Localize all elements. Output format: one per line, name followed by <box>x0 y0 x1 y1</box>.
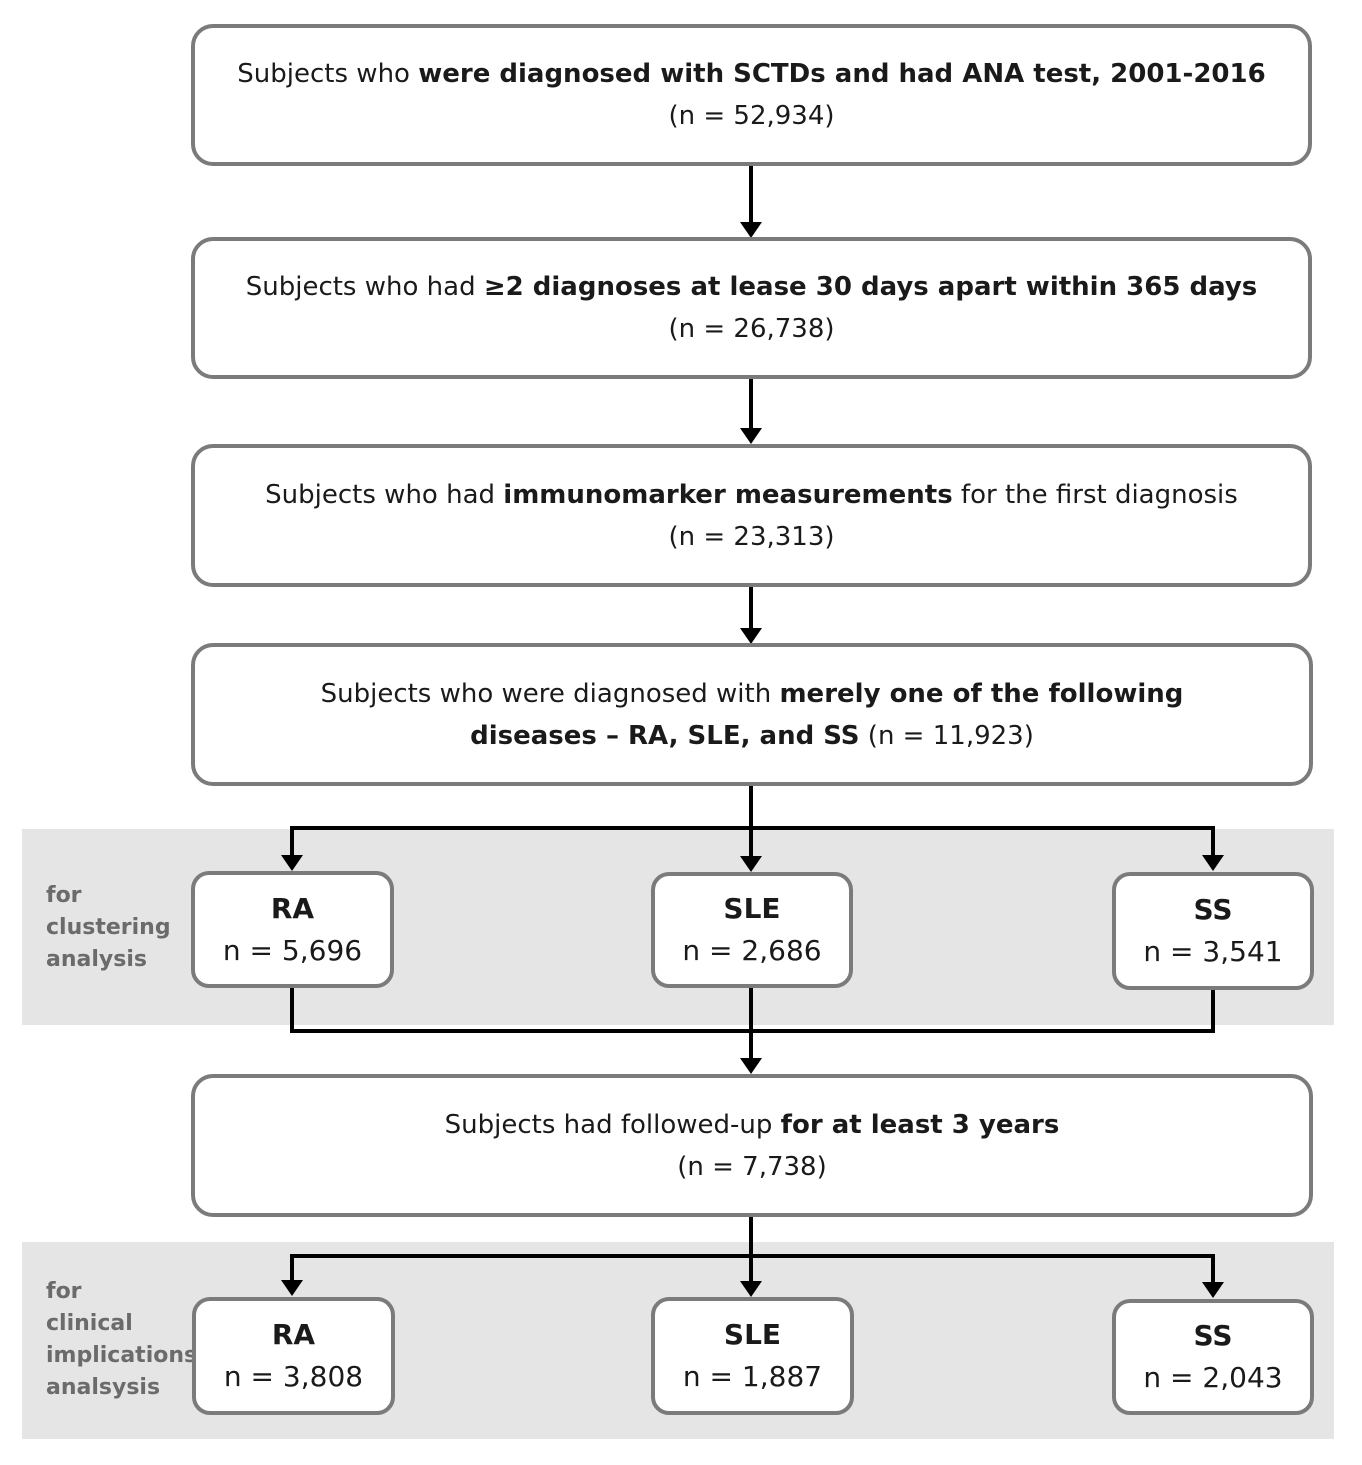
step-4-line-2: diseases – RA, SLE, and SS (n = 11,923) <box>470 720 1034 751</box>
clustering-group-ss: SS n = 3,541 <box>1112 872 1314 990</box>
group-name: SLE <box>723 892 781 925</box>
step-2-text: Subjects who had ≥2 diagnoses at lease 3… <box>245 272 1258 302</box>
step-box-2: Subjects who had ≥2 diagnoses at lease 3… <box>191 237 1312 379</box>
group-count: n = 3,541 <box>1143 935 1283 968</box>
step-3-text: Subjects who had immunomarker measuremen… <box>265 479 1238 510</box>
step-4-line-1: Subjects who were diagnosed with merely … <box>320 678 1184 709</box>
group-count: n = 1,887 <box>682 1360 823 1393</box>
group-name: SLE <box>723 1318 782 1351</box>
clustering-group-ra: RA n = 5,696 <box>191 871 394 988</box>
clustering-group-sle: SLE n = 2,686 <box>651 872 853 988</box>
group-count: n = 5,696 <box>222 933 363 967</box>
group-count: n = 3,808 <box>223 1360 364 1393</box>
group-name: RA <box>271 1318 316 1351</box>
group-name: SS <box>1193 893 1233 926</box>
step-1-count: (n = 52,934) <box>668 101 835 131</box>
step-3-count: (n = 23,313) <box>668 521 835 552</box>
step-2-count: (n = 26,738) <box>668 314 835 344</box>
group-name: SS <box>1193 1319 1233 1352</box>
group-count: n = 2,686 <box>682 934 822 967</box>
clinical-group-ra: RA n = 3,808 <box>192 1297 395 1415</box>
group-name: RA <box>270 891 315 925</box>
step-5-count: (n = 7,738) <box>677 1151 827 1182</box>
clinical-label: for clinical implications analsysis <box>46 1279 198 1400</box>
step-box-1: Subjects who were diagnosed with SCTDs a… <box>191 24 1312 166</box>
group-count: n = 2,043 <box>1143 1361 1283 1394</box>
clustering-label: for clustering analysis <box>46 883 171 972</box>
clinical-group-ss: SS n = 2,043 <box>1112 1299 1314 1415</box>
step-1-text: Subjects who were diagnosed with SCTDs a… <box>237 59 1266 89</box>
step-box-3: Subjects who had immunomarker measuremen… <box>191 444 1312 587</box>
step-box-4: Subjects who were diagnosed with merely … <box>191 643 1313 786</box>
clinical-group-sle: SLE n = 1,887 <box>651 1297 854 1415</box>
step-5-text: Subjects had followed-up for at least 3 … <box>444 1109 1060 1140</box>
step-box-5: Subjects had followed-up for at least 3 … <box>191 1074 1313 1217</box>
